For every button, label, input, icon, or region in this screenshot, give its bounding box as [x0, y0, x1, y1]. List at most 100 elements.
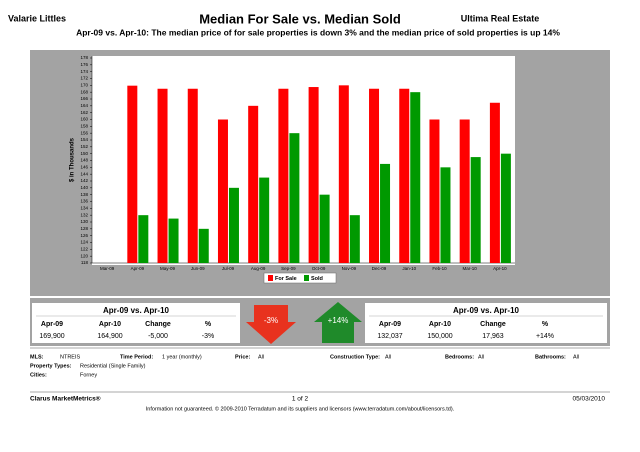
- y-tick-label: 170: [80, 83, 88, 88]
- summary-column: Apr-09: [41, 321, 63, 328]
- y-tick-label: 150: [80, 151, 88, 156]
- x-tick-label: Oct-09: [312, 266, 326, 271]
- down-arrow: [246, 305, 296, 344]
- x-tick-label: Feb-10: [432, 266, 447, 271]
- x-tick-label: Nov-09: [342, 266, 357, 271]
- bar: [470, 157, 481, 263]
- y-tick-label: 152: [80, 144, 88, 149]
- y-tick-label: 138: [80, 192, 88, 197]
- summary-value: -3%: [202, 333, 214, 340]
- bar: [198, 228, 209, 263]
- summary-heading: Apr-09 vs. Apr-10: [453, 306, 520, 315]
- summary-column: Change: [480, 321, 506, 328]
- title: Median For Sale vs. Median Sold: [199, 11, 401, 26]
- y-tick-label: 122: [80, 247, 88, 252]
- summary-value: 169,900: [39, 333, 64, 340]
- legend-box: [263, 272, 337, 284]
- bar: [369, 88, 380, 263]
- criteria-label: Cities:: [30, 372, 47, 378]
- x-tick-label: Aug-09: [251, 266, 266, 271]
- summary-heading: Apr-09 vs. Apr-10: [103, 306, 170, 315]
- summary-value: 164,900: [97, 333, 122, 340]
- criteria-value: All: [385, 354, 391, 360]
- up-arrow-label: +14%: [328, 316, 349, 325]
- legend-label: Sold: [311, 276, 323, 282]
- criteria-label: Construction Type:: [330, 354, 380, 360]
- bar: [259, 177, 270, 263]
- criteria-label: Time Period:: [120, 354, 153, 360]
- bar: [399, 88, 410, 263]
- up-arrow: [314, 302, 362, 343]
- y-axis-label: $ in Thousands: [70, 137, 76, 182]
- y-tick-label: 172: [80, 76, 88, 81]
- y-tick-label: 156: [80, 130, 88, 135]
- bar: [228, 187, 239, 263]
- criteria-label: Bathrooms:: [535, 354, 566, 360]
- bar: [168, 218, 179, 263]
- bar: [157, 88, 168, 263]
- y-tick-label: 130: [80, 219, 88, 224]
- bar: [289, 133, 300, 263]
- criteria-value: Residential (Single Family): [80, 363, 146, 369]
- summary-column: Change: [145, 321, 171, 328]
- criteria-label: Property Types:: [30, 363, 72, 369]
- y-tick-label: 174: [80, 69, 88, 74]
- criteria-value: 1 year (monthly): [162, 354, 202, 360]
- bar: [459, 119, 470, 263]
- criteria-value: NTREIS: [60, 354, 81, 360]
- y-tick-label: 164: [80, 103, 88, 108]
- bar: [278, 88, 289, 263]
- y-tick-label: 126: [80, 233, 88, 238]
- x-tick-label: Mar-09: [100, 266, 115, 271]
- y-tick-label: 166: [80, 96, 88, 101]
- x-tick-label: Apr-10: [493, 266, 507, 271]
- bar: [308, 87, 319, 264]
- y-tick-label: 160: [80, 117, 88, 122]
- x-tick-label: Jul-09: [222, 266, 235, 271]
- x-tick-label: Dec-09: [372, 266, 387, 271]
- bar: [127, 85, 138, 263]
- legend-label: For Sale: [275, 276, 297, 282]
- criteria-value: All: [258, 354, 264, 360]
- bar: [380, 163, 391, 263]
- company: Ultima Real Estate: [461, 13, 540, 23]
- y-tick-label: 142: [80, 178, 88, 183]
- y-tick-label: 146: [80, 165, 88, 170]
- bar: [440, 167, 451, 263]
- x-tick-label: Jan-10: [402, 266, 416, 271]
- y-tick-label: 136: [80, 199, 88, 204]
- y-tick-label: 124: [80, 240, 88, 245]
- x-tick-label: Sep-09: [281, 266, 296, 271]
- agent: Valarie Littles: [8, 13, 66, 23]
- y-tick-label: 140: [80, 185, 88, 190]
- summary-value: 17,963: [482, 333, 504, 340]
- page-number: 1 of 2: [292, 396, 309, 403]
- bar: [217, 119, 228, 263]
- summary-right: [365, 303, 607, 343]
- bar: [248, 105, 259, 263]
- down-arrow-label: -3%: [264, 316, 278, 325]
- summary-value: +14%: [536, 333, 554, 340]
- bar: [338, 85, 349, 263]
- bar: [349, 215, 360, 263]
- y-tick-label: 154: [80, 137, 88, 142]
- criteria-label: MLS:: [30, 354, 44, 360]
- x-tick-label: Mar-10: [463, 266, 478, 271]
- y-tick-label: 128: [80, 226, 88, 231]
- summary-column: %: [205, 321, 212, 328]
- criteria-label: Price:: [235, 354, 250, 360]
- y-tick-label: 178: [80, 55, 88, 60]
- summary-left: [32, 303, 240, 343]
- criteria-value: All: [478, 354, 484, 360]
- disclaimer: Information not guaranteed. © 2009-2010 …: [146, 405, 455, 412]
- y-tick-label: 162: [80, 110, 88, 115]
- summary-value: 150,000: [427, 333, 452, 340]
- plot-area: [92, 56, 515, 265]
- summary-column: Apr-09: [379, 321, 401, 328]
- x-tick-label: Apr-09: [131, 266, 145, 271]
- bar: [429, 119, 440, 263]
- y-tick-label: 176: [80, 62, 88, 67]
- y-tick-label: 132: [80, 212, 88, 217]
- y-tick-label: 120: [80, 253, 88, 258]
